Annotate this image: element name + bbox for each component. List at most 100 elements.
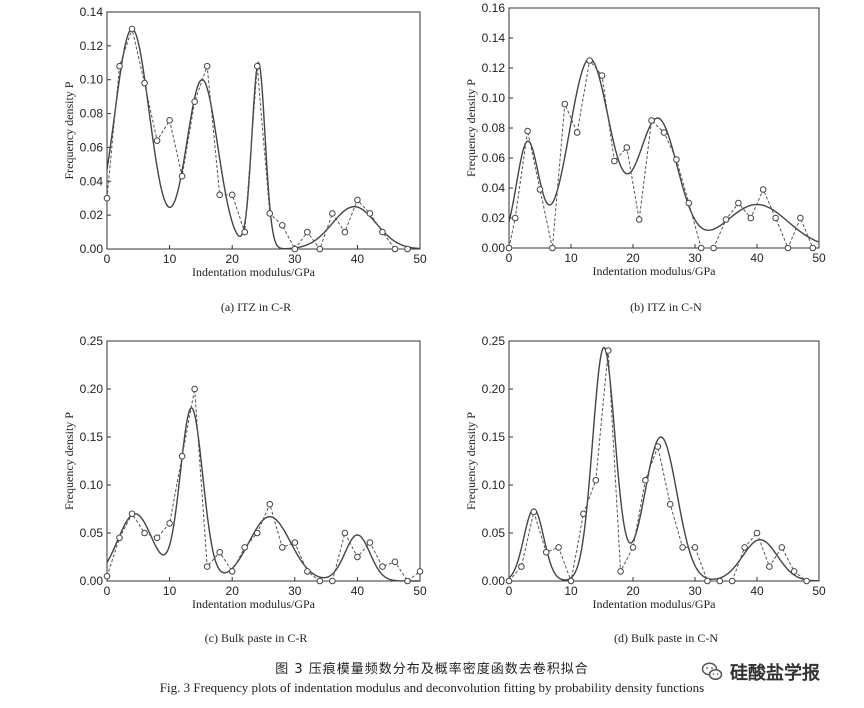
y-tick-label: 0.25: [80, 334, 104, 348]
y-tick-label: 0.04: [80, 174, 104, 188]
y-tick-label: 0.08: [482, 121, 506, 135]
x-tick-label: 50: [812, 584, 826, 598]
data-point: [191, 98, 198, 106]
data-point: [404, 577, 411, 585]
data-point: [691, 544, 699, 551]
data-point: [166, 520, 173, 527]
data-point: [561, 100, 569, 108]
data-point: [203, 563, 211, 570]
data-point: [291, 539, 299, 546]
y-tick-label: 0.02: [482, 211, 506, 225]
data-point: [316, 577, 324, 585]
data-point: [241, 228, 249, 236]
caption-c: (c) Bulk paste in C-R: [204, 631, 308, 645]
data-point: [586, 57, 593, 64]
data-point: [116, 62, 123, 70]
data-point: [153, 534, 161, 542]
data-point: [228, 568, 236, 575]
data-point: [391, 558, 399, 566]
data-point: [772, 214, 779, 222]
x-axis-label: Indentation modulus/GPa: [192, 597, 316, 611]
y-tick-label: 0.04: [482, 181, 506, 195]
x-tick-label: 40: [750, 251, 764, 265]
chart-a: 0 10 20 30 40 50 0.00 0.02 0.04 0.06 0.08 0.10 0.12 0…: [62, 5, 427, 279]
x-tick-label: 10: [564, 584, 578, 598]
y-tick-label: 0.05: [482, 526, 506, 540]
caption-d: (d) Bulk paste in C-N: [614, 631, 718, 645]
data-point: [784, 244, 792, 252]
data-point: [116, 534, 123, 542]
watermark-text: 硅酸盐学报: [730, 663, 820, 684]
data-point: [241, 544, 249, 551]
data-point: [228, 191, 236, 199]
data-point: [722, 216, 730, 223]
data-point: [790, 568, 798, 575]
data-point: [735, 199, 742, 207]
data-point: [697, 244, 705, 252]
data-point: [153, 137, 161, 144]
y-tick-label: 0.00: [80, 574, 104, 588]
y-tick-label: 0.12: [80, 39, 104, 53]
data-point: [753, 529, 761, 537]
y-axis-label: Frequency density P: [62, 81, 76, 179]
data-point: [341, 529, 349, 537]
y-tick-label: 0.00: [482, 241, 506, 255]
plot-frame: [508, 340, 820, 582]
data-point: [573, 129, 581, 136]
x-tick-label: 0: [104, 252, 111, 266]
data-point: [592, 476, 600, 484]
figure-caption-cn: 图 3 压痕模量频数分布及概率密度函数去卷积拟合: [275, 662, 589, 677]
x-tick-label: 50: [413, 584, 427, 598]
data-point: [379, 563, 386, 570]
observed-line: [106, 27, 408, 251]
data-point: [555, 544, 562, 551]
data-point: [549, 244, 556, 252]
data-point: [404, 245, 411, 253]
data-point: [203, 62, 211, 70]
data-point: [416, 568, 424, 575]
data-point: [778, 544, 786, 551]
x-tick-label: 50: [413, 252, 427, 266]
watermark: 硅酸盐学报: [700, 660, 820, 684]
data-point: [759, 186, 767, 193]
data-point: [635, 216, 643, 223]
plot-frame: [106, 11, 421, 250]
data-point: [542, 548, 550, 556]
x-tick-label: 20: [226, 584, 240, 598]
data-point: [304, 568, 311, 575]
data-point: [673, 156, 680, 163]
y-tick-label: 0.14: [482, 31, 506, 45]
y-axis-label: Frequency density P: [464, 79, 478, 177]
data-point: [530, 508, 538, 516]
observed-line: [508, 350, 807, 583]
data-point: [617, 568, 624, 575]
y-tick-label: 0.10: [482, 478, 506, 492]
y-tick-label: 0.05: [80, 526, 104, 540]
y-axis-label: Frequency density P: [464, 412, 478, 510]
observed-line: [106, 388, 421, 582]
data-point: [103, 194, 111, 202]
x-tick-label: 30: [288, 252, 302, 266]
y-tick-label: 0.25: [482, 334, 506, 348]
data-point: [278, 544, 286, 551]
data-point: [341, 228, 349, 236]
data-point: [391, 245, 399, 253]
data-point: [191, 385, 198, 393]
data-point: [648, 117, 655, 124]
data-point: [253, 62, 261, 70]
x-axis-label: Indentation modulus/GPa: [593, 264, 717, 278]
data-point: [567, 577, 575, 585]
data-point: [216, 548, 223, 556]
data-point: [580, 510, 587, 518]
data-point: [178, 452, 186, 460]
data-point: [660, 129, 668, 136]
data-point: [679, 544, 686, 551]
x-tick-label: 20: [226, 252, 240, 266]
x-axis-label: Indentation modulus/GPa: [593, 597, 717, 611]
x-tick-label: 40: [351, 252, 365, 266]
data-point: [797, 214, 804, 222]
y-tick-label: 0.06: [80, 140, 104, 154]
data-point: [266, 500, 274, 508]
fit-curve: [508, 346, 820, 582]
